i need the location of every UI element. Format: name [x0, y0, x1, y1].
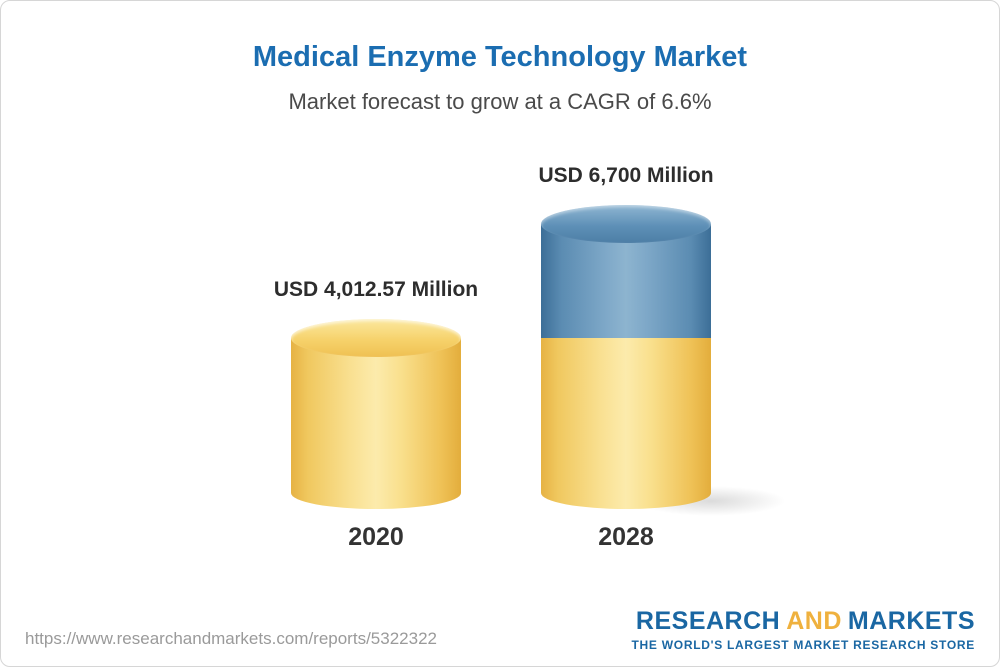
cylinder-2020-top-ellipse	[291, 319, 461, 357]
logo-word-markets: MARKETS	[847, 607, 975, 635]
cylinder-2028-top-ellipse	[541, 205, 711, 243]
cylinder-2020-body	[291, 338, 461, 509]
value-label-2020: USD 4,012.57 Million	[273, 278, 479, 301]
cylinder-2028	[541, 205, 786, 516]
chart-subtitle: Market forecast to grow at a CAGR of 6.6…	[288, 89, 712, 114]
logo-tagline: THE WORLD'S LARGEST MARKET RESEARCH STOR…	[631, 638, 975, 652]
segment-2028-base	[541, 338, 711, 509]
segment-2020-base	[291, 338, 461, 509]
logo-word-and: AND	[786, 607, 842, 635]
year-label-2028: 2028	[598, 523, 654, 551]
cylinder-2020	[291, 319, 461, 509]
cylinder-2028-body	[541, 224, 711, 509]
segment-2028-growth	[541, 224, 711, 338]
logo-wordmark: RESEARCH AND MARKETS	[632, 609, 976, 634]
report-url: https://www.researchandmarkets.com/repor…	[25, 629, 437, 648]
chart-title: Medical Enzyme Technology Market	[252, 41, 748, 73]
value-label-2028: USD 6,700 Million	[538, 164, 714, 187]
research-and-markets-logo: RESEARCH AND MARKETS THE WORLD'S LARGEST M…	[631, 609, 976, 653]
logo-word-research: RESEARCH	[635, 607, 781, 635]
year-label-2020: 2020	[348, 523, 404, 551]
